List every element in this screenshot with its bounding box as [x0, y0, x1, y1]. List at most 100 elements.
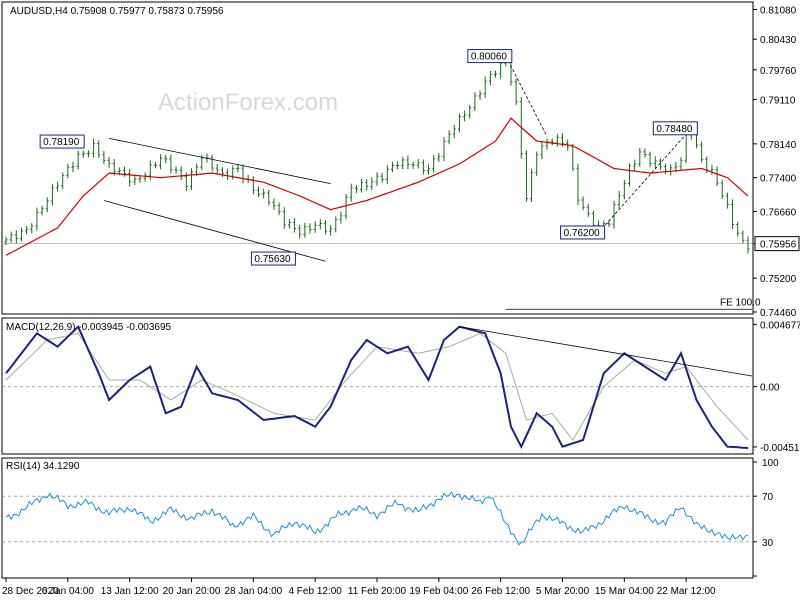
macd-axis-label: 0.004677	[760, 320, 800, 331]
price-axis-label: 0.79760	[760, 66, 797, 77]
price-annotation-label: 0.75630	[254, 254, 291, 265]
candle	[370, 177, 374, 191]
candle	[731, 199, 735, 229]
x-axis-label: 28 Dec 2020	[2, 586, 59, 597]
price-axis-label: 0.78140	[760, 140, 797, 151]
candle	[514, 78, 518, 105]
candle	[483, 76, 487, 98]
price-layer: 0.81080 0.80430 0.79760 0.79110 0.78140 0.774…	[2, 5, 800, 319]
candle	[153, 161, 157, 169]
candle	[571, 144, 575, 172]
candle	[468, 104, 472, 119]
candle	[535, 151, 539, 177]
candle	[334, 216, 338, 233]
candle	[318, 219, 322, 230]
x-axis-label: 22 Mar 12:00	[657, 586, 716, 597]
price-axis-label: 0.76660	[760, 207, 797, 218]
candle	[339, 211, 343, 224]
candle	[741, 230, 745, 244]
candle	[550, 138, 554, 146]
macd-trendline	[459, 326, 753, 377]
x-axis-label: 4 Feb 12:00	[288, 586, 342, 597]
candle	[164, 154, 168, 164]
candle	[97, 140, 101, 158]
candle	[530, 168, 534, 202]
candle	[365, 179, 369, 191]
projection-line-1	[505, 55, 548, 137]
candle	[323, 220, 327, 235]
moving-average-line	[5, 117, 749, 256]
price-annotation-box	[250, 251, 296, 266]
candle	[102, 151, 106, 165]
price-axis-label: 0.74460	[760, 308, 797, 319]
candle	[725, 192, 729, 209]
candle	[643, 148, 647, 158]
candle	[210, 154, 214, 172]
fe-label: FE 100.0	[720, 297, 761, 308]
candle	[9, 231, 13, 243]
price-axis-label: 0.80430	[760, 35, 797, 46]
price-annotation-box	[560, 225, 606, 240]
candle	[555, 133, 559, 147]
rsi-axis-label: 70	[762, 492, 774, 503]
price-annotation-label: 0.80060	[471, 52, 508, 63]
candle	[19, 227, 23, 242]
candle	[390, 161, 394, 173]
candle	[586, 203, 590, 217]
x-axis-label: 11 Feb 20:00	[348, 586, 407, 597]
candle	[61, 172, 65, 190]
rsi-line	[5, 491, 749, 546]
candle	[612, 200, 616, 229]
candle	[267, 189, 271, 206]
candle	[45, 197, 49, 213]
macd-layer: 0.004677 0.00 -0.004519	[2, 320, 800, 454]
x-axis-label: 6 Jan 04:00	[42, 586, 95, 597]
candle	[736, 221, 740, 237]
candle	[524, 150, 528, 202]
price-header: AUDUSD,H4 0.75908 0.75977 0.75873 0.7595…	[10, 6, 224, 17]
rsi-axis-label: 100	[762, 458, 779, 469]
candle	[30, 223, 34, 234]
candle	[86, 150, 90, 158]
candle	[437, 153, 441, 162]
projection-line-2	[598, 128, 692, 233]
candle	[627, 163, 631, 187]
candle	[416, 158, 420, 169]
candle	[40, 205, 44, 216]
macd-axis-label: 0.00	[760, 383, 780, 394]
candle	[293, 218, 297, 233]
candle	[638, 148, 642, 167]
candle	[401, 156, 405, 169]
candle	[179, 166, 183, 181]
rsi-layer: 100 70 30	[2, 458, 779, 577]
candle	[308, 223, 312, 234]
price-panel-frame	[1, 1, 754, 315]
price-axis-label: 0.81080	[760, 5, 797, 16]
candle	[174, 166, 178, 174]
candle	[76, 150, 80, 170]
candle	[4, 236, 8, 245]
candle	[576, 163, 580, 205]
candle	[746, 236, 750, 254]
candle	[452, 124, 456, 139]
channel-upper-line	[108, 137, 331, 184]
candle	[380, 172, 384, 183]
candle	[298, 224, 302, 239]
candle	[494, 70, 498, 78]
candle	[159, 154, 163, 170]
candle	[473, 92, 477, 112]
macd-axis-label: -0.004519	[760, 443, 800, 454]
candle	[133, 175, 137, 186]
candle	[190, 168, 193, 190]
candle	[396, 161, 400, 170]
price-annotation-label: 0.78190	[43, 137, 80, 148]
candle	[411, 161, 415, 169]
candle	[679, 157, 683, 171]
price-axis-label: 0.75200	[760, 274, 797, 285]
candle	[128, 169, 132, 187]
candle	[349, 183, 353, 202]
candle	[354, 184, 358, 194]
candle	[633, 159, 637, 172]
candle	[488, 71, 492, 86]
candle	[406, 155, 410, 170]
